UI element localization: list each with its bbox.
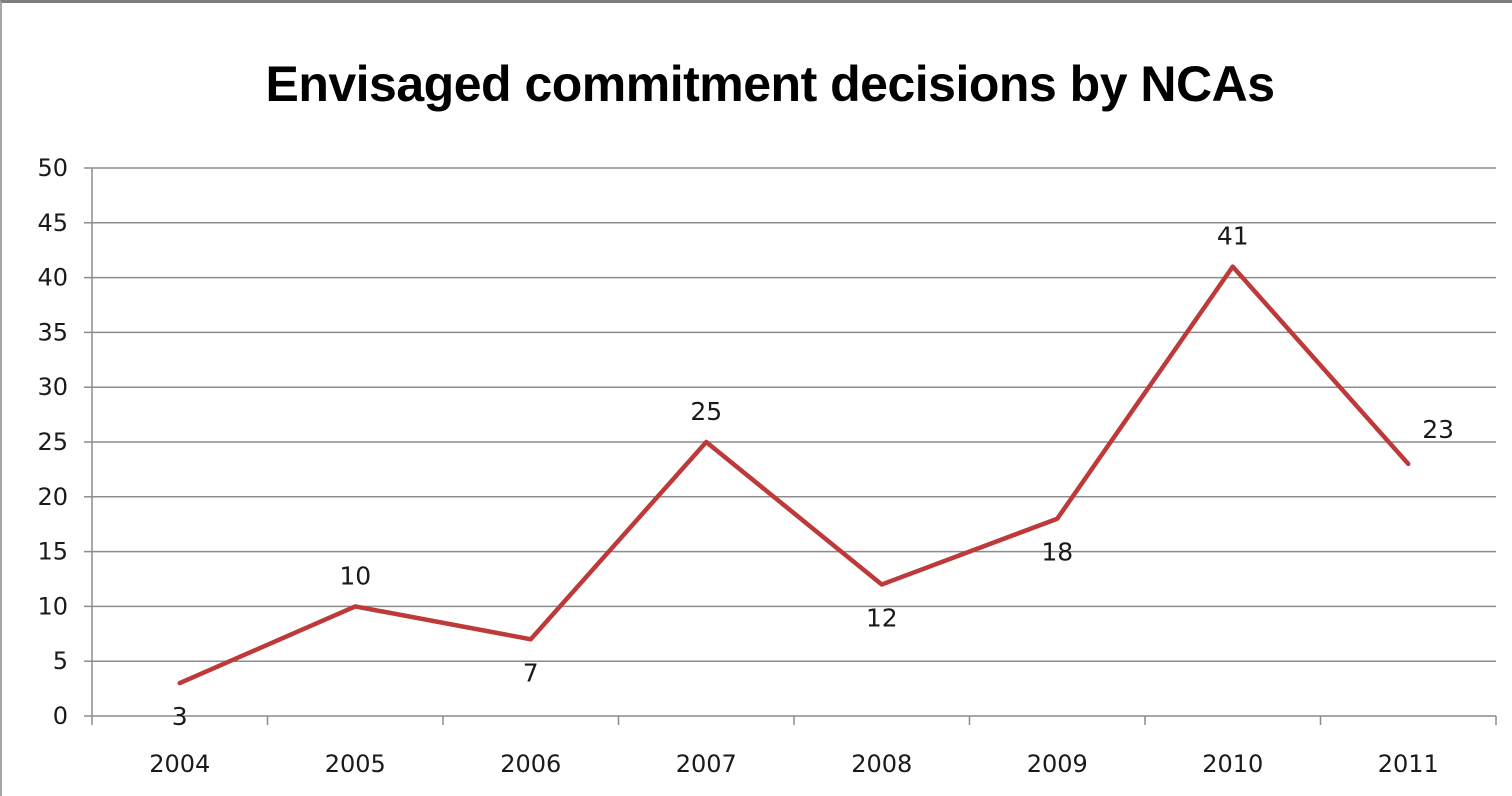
- x-tick-label: 2007: [676, 750, 737, 778]
- x-tick-label: 2009: [1027, 750, 1088, 778]
- y-tick-label: 50: [37, 154, 68, 182]
- y-tick-label: 40: [37, 264, 68, 292]
- data-label: 7: [523, 658, 539, 687]
- data-label: 41: [1217, 222, 1249, 251]
- x-tick-label: 2005: [325, 750, 386, 778]
- series: [177, 264, 1411, 686]
- series-line: [177, 264, 1411, 686]
- y-tick-label: 35: [37, 318, 68, 346]
- y-tick-label: 5: [53, 647, 68, 675]
- y-tick-label: 10: [37, 592, 68, 620]
- data-label: 25: [690, 397, 722, 426]
- x-tick-label: 2008: [851, 750, 912, 778]
- data-label: 18: [1041, 538, 1073, 567]
- data-label: 10: [339, 561, 371, 590]
- data-label: 3: [172, 702, 188, 731]
- axes: [84, 167, 1497, 725]
- chart-title: Envisaged commitment decisions by NCAs: [265, 56, 1275, 112]
- y-tick-label: 45: [37, 209, 68, 237]
- x-tick-label: 2010: [1202, 750, 1263, 778]
- x-tick-label: 2006: [500, 750, 561, 778]
- y-tick-label: 20: [37, 483, 68, 511]
- y-tick-labels: 0 5 10 15 20 25 30 35 40 45 50: [37, 154, 68, 730]
- data-label: 12: [866, 603, 898, 632]
- x-tick-labels: 2004 2005 2006 2007 2008 2009 2010 2011: [149, 750, 1439, 778]
- gridlines: [92, 167, 1496, 662]
- data-label: 23: [1422, 415, 1454, 444]
- y-tick-label: 30: [37, 373, 68, 401]
- data-labels: 3 10 7 25 12 18 41 23: [172, 222, 1454, 731]
- y-tick-label: 15: [37, 538, 68, 566]
- y-tick-label: 25: [37, 428, 68, 456]
- x-tick-label: 2011: [1378, 750, 1439, 778]
- x-tick-label: 2004: [149, 750, 210, 778]
- y-tick-label: 0: [53, 702, 68, 730]
